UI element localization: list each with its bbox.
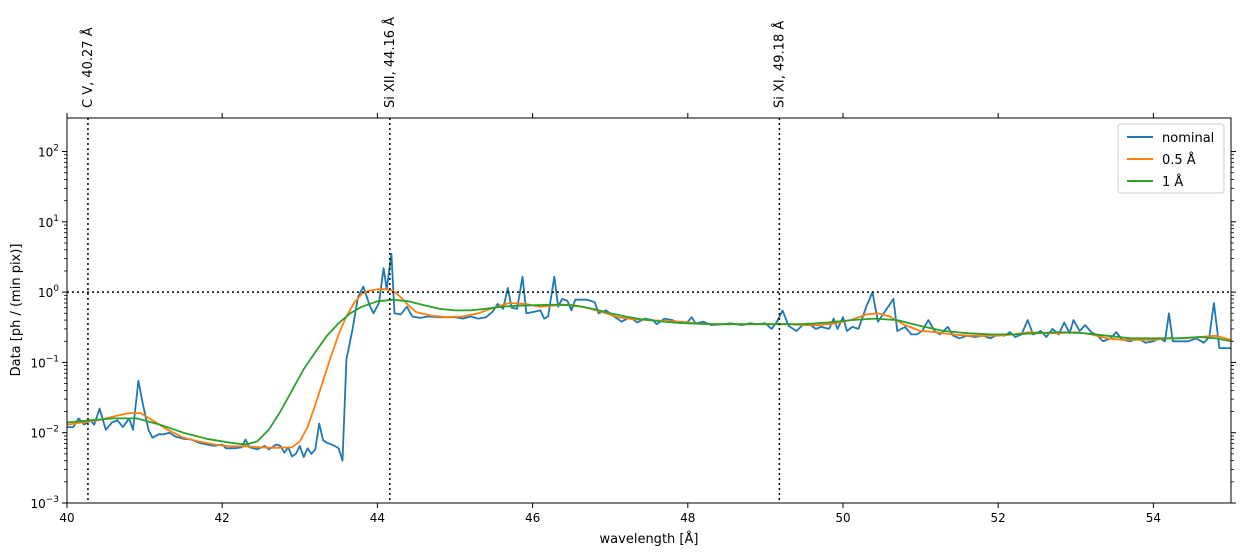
x-tick-label-5: 50: [835, 511, 850, 525]
x-tick-label-7: 54: [1146, 511, 1161, 525]
x-tick-label-4: 48: [680, 511, 695, 525]
x-tick-label-0: 40: [59, 511, 74, 525]
legend-box: [1117, 123, 1225, 194]
y-tick-label-1: 10−2: [30, 425, 59, 441]
y-tick-label-4: 101: [38, 214, 59, 230]
y-tick-label-3: 100: [38, 284, 59, 300]
series-line-2: [67, 298, 1231, 446]
line-label-1: Si XII, 44.16 Å: [382, 17, 398, 108]
legend: nominal 0.5 Å 1 Å: [1117, 123, 1225, 194]
y-axis-label: Data [ph / (min pix)]: [9, 244, 24, 377]
legend-label-2: 1 Å: [1162, 174, 1183, 190]
x-tick-label-2: 44: [370, 511, 385, 525]
line-label-2: Si XI, 49.18 Å: [771, 21, 787, 108]
y-tick-label-5: 102: [38, 144, 59, 160]
reference-lines: [67, 118, 1231, 503]
x-tick-label-3: 46: [525, 511, 540, 525]
y-tick-label-0: 10−3: [30, 495, 59, 511]
line-labels: C V, 40.27 Å Si XII, 44.16 Å Si XI, 49.18 …: [80, 17, 787, 108]
plot-frame: [66, 117, 1232, 504]
series-layer: [67, 253, 1231, 462]
x-axis-ticks: 40 42 44 46 48 50 52 54: [59, 503, 1161, 525]
y-tick-label-2: 10−1: [30, 354, 59, 370]
x-tick-label-6: 52: [991, 511, 1006, 525]
series-line-0: [67, 253, 1231, 462]
y-axis-ticks: 10−3 10−2 10−1 100 101 102: [30, 144, 1236, 511]
legend-label-1: 0.5 Å: [1162, 152, 1196, 168]
top-axis-ticks: [66, 113, 1154, 118]
series-line-1: [67, 288, 1231, 449]
line-label-0: C V, 40.27 Å: [80, 27, 96, 108]
x-axis-label: wavelength [Å]: [600, 531, 699, 547]
legend-label-0: nominal: [1162, 131, 1214, 146]
x-tick-label-1: 42: [215, 511, 230, 525]
